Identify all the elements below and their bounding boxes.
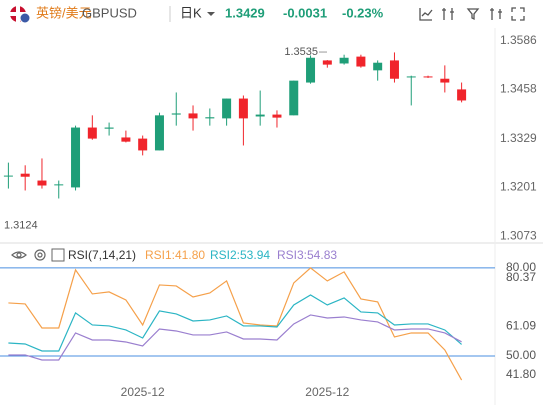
legend-entry: RSI1:41.80	[145, 248, 205, 262]
candle-body	[188, 113, 198, 119]
pair-name: 英镑/美元	[36, 5, 92, 20]
candle-body	[306, 57, 316, 83]
candle-body	[54, 184, 64, 186]
candle-body	[37, 180, 47, 186]
change-pct: -0.23%	[342, 5, 384, 20]
candle-body	[205, 117, 215, 119]
rsi-line	[8, 294, 462, 352]
candle-body	[104, 127, 114, 129]
candle-body	[373, 62, 383, 71]
candle-body	[3, 175, 13, 177]
price: 1.3429	[225, 5, 265, 20]
candle-body	[255, 114, 265, 117]
symbol: GBPUSD	[82, 5, 137, 20]
axis-tag: 41.80	[506, 367, 536, 381]
toolbar[interactable]	[419, 7, 525, 21]
y-tick-label: 1.3586	[500, 33, 537, 47]
axis-tag: 61.09	[506, 319, 536, 333]
candle-body	[406, 76, 416, 78]
y-tick-label: 1.3329	[500, 131, 537, 145]
candle-body	[20, 173, 30, 177]
candle-body	[440, 78, 450, 83]
candle-body	[356, 56, 366, 67]
max-label: 1.3535	[284, 46, 318, 58]
candle-body	[87, 127, 97, 139]
rsi-grid-icon[interactable]	[51, 248, 65, 262]
axis-tag: 80.37	[506, 270, 536, 284]
candle-body	[71, 127, 81, 188]
candle-body	[457, 89, 467, 101]
legend-entry: RSI2:53.94	[210, 248, 270, 262]
y-tick-label: 1.3458	[500, 82, 537, 96]
candle-body	[171, 113, 181, 115]
period[interactable]: 日K	[180, 5, 202, 20]
rsi-controls[interactable]	[11, 249, 46, 261]
y-tick-label: 50.00	[506, 348, 536, 362]
candle-body	[222, 98, 232, 119]
y-tick-label: 80.00	[506, 260, 536, 274]
candle-body	[272, 114, 282, 118]
candle-body	[389, 60, 399, 79]
candle-body	[289, 80, 299, 116]
min-label: 1.3124	[4, 220, 38, 232]
x-tick-label: 2025-12	[121, 385, 165, 399]
candle-body	[322, 60, 332, 65]
rsi-title: RSI(7,14,21)	[68, 248, 136, 262]
y-tick-label: 1.3201	[500, 180, 537, 194]
candle-body	[339, 57, 349, 64]
legend-entry: RSI3:54.83	[277, 248, 337, 262]
candle-body	[154, 115, 164, 151]
dropdown-icon[interactable]	[207, 12, 215, 16]
candle-body	[423, 76, 433, 78]
change: -0.0031	[283, 5, 327, 20]
y-tick-label: 1.3073	[500, 228, 537, 242]
x-tick-label: 2025-12	[305, 385, 349, 399]
flag-icon	[10, 6, 31, 24]
candle-body	[121, 137, 131, 142]
candle-body	[138, 138, 148, 151]
candle-body	[238, 98, 248, 119]
rsi-line	[8, 314, 462, 361]
